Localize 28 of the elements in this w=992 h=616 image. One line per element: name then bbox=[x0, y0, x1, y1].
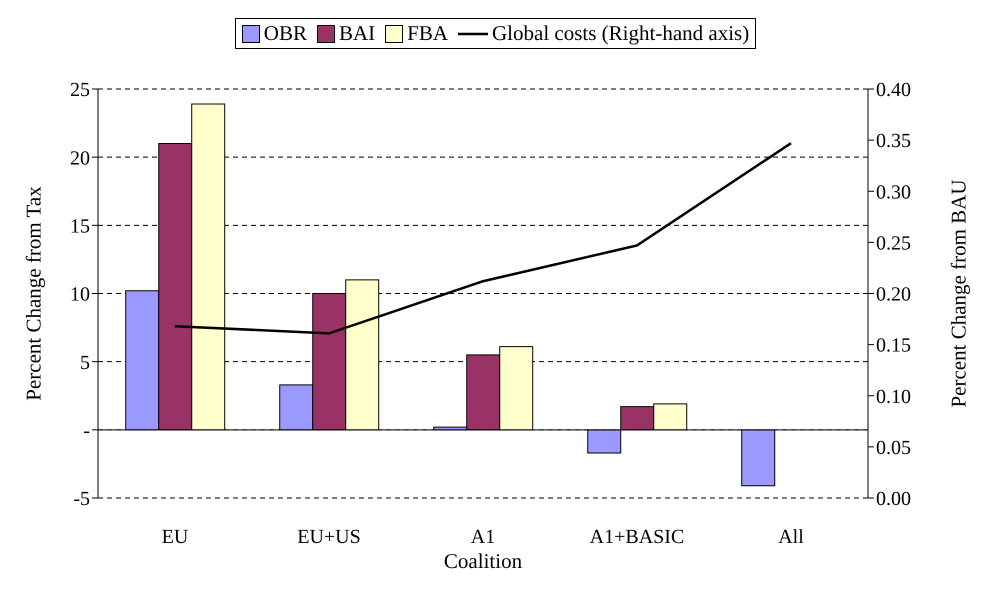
legend-label: BAI bbox=[338, 21, 376, 46]
y2-tick-label: 0.25 bbox=[876, 232, 911, 254]
y2-tick-label: 0.20 bbox=[876, 284, 911, 306]
x-tick-label: All bbox=[778, 526, 804, 548]
y-tick-label: - bbox=[83, 420, 90, 442]
y2-tick-label: 0.40 bbox=[876, 79, 911, 102]
y2-tick-label: 0.00 bbox=[876, 488, 911, 510]
x-tick-label: A1 bbox=[470, 526, 496, 548]
y2-tick-label: 0.15 bbox=[876, 334, 911, 357]
y2-tick-label: 0.35 bbox=[876, 130, 911, 152]
y2-axis-title: Percent Change from BAU bbox=[946, 179, 970, 408]
y-tick-label: 10 bbox=[70, 284, 90, 306]
x-tick-label: EU+US bbox=[297, 526, 361, 548]
y-axis-title: Percent Change from Tax bbox=[21, 186, 46, 401]
y2-tick-label: 0.10 bbox=[876, 386, 911, 408]
x-tick-label: EU bbox=[162, 526, 189, 548]
legend-label: FBA bbox=[407, 21, 448, 46]
y2-tick-label: 0.05 bbox=[876, 436, 911, 459]
legend-label: OBR bbox=[264, 21, 307, 46]
y-tick-label: 20 bbox=[70, 147, 90, 170]
y-tick-label: 15 bbox=[70, 215, 90, 238]
y-tick-label: -5 bbox=[73, 488, 90, 510]
legend-label: Global costs (Right-hand axis) bbox=[492, 21, 750, 46]
y-tick-label: 5 bbox=[80, 352, 90, 374]
y2-tick-label: 0.30 bbox=[876, 181, 911, 204]
x-axis-title: Coalition bbox=[444, 549, 523, 573]
y-tick-label: 25 bbox=[70, 79, 90, 102]
x-tick-label: A1+BASIC bbox=[590, 526, 684, 548]
